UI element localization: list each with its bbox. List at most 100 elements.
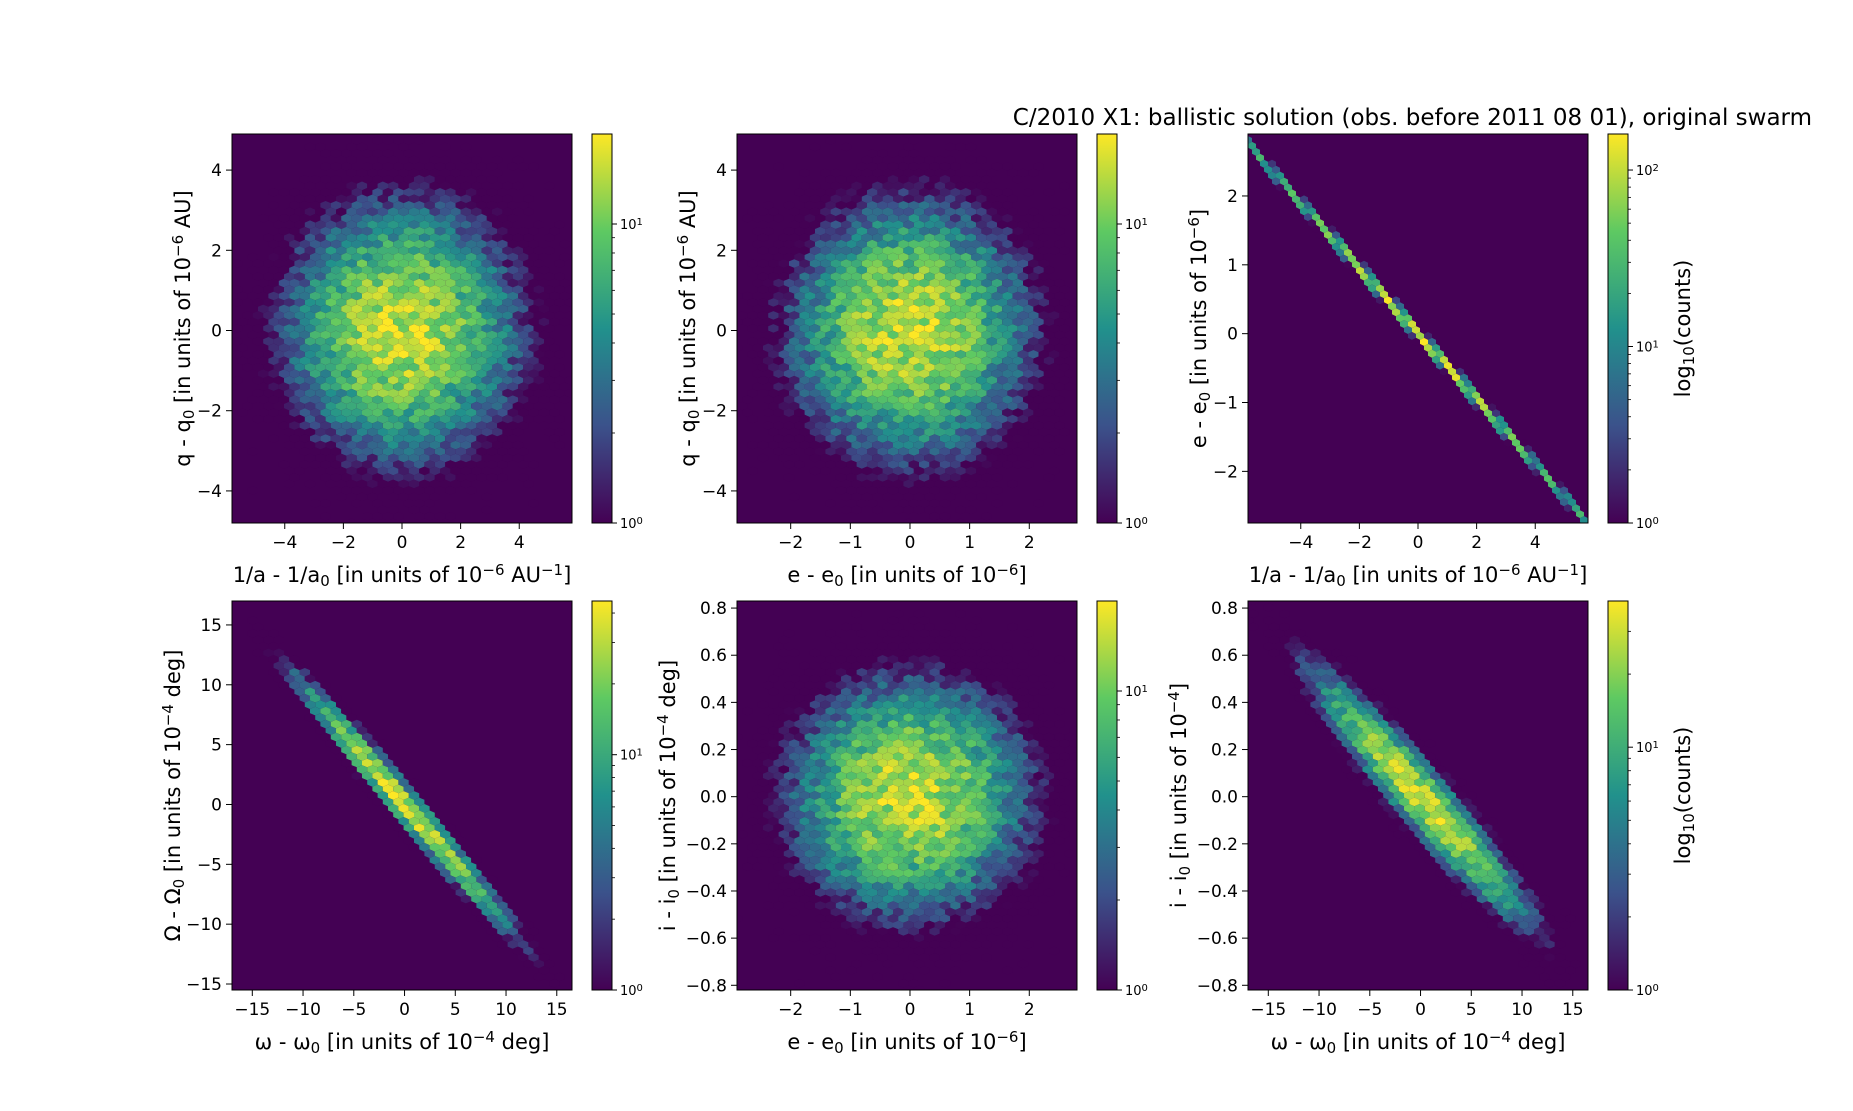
hexbin-cell — [372, 149, 383, 158]
hexbin-cell — [727, 311, 737, 320]
hexbin-cell — [393, 265, 404, 275]
hexbin-cell — [460, 298, 472, 307]
x-tick-label: −2 — [1347, 533, 1372, 553]
hexbin-cell — [1012, 447, 1023, 456]
hexbin-cell — [304, 311, 316, 320]
hexbin-cell — [1388, 771, 1399, 781]
hexbin-cell — [216, 382, 226, 391]
hexbin-cell — [1520, 438, 1528, 447]
hexbin-cell — [310, 265, 321, 275]
hexbin-cell — [934, 842, 945, 852]
hexbin-cell — [950, 901, 961, 910]
hexbin-cell — [1240, 142, 1248, 150]
hexbin-cell — [768, 791, 779, 800]
hexbin-cell — [1524, 456, 1532, 465]
hexbin-cell — [1049, 220, 1060, 229]
hexbin-cell — [424, 421, 435, 430]
hexbin-cell — [1012, 771, 1023, 781]
hexbin-cell — [388, 220, 399, 229]
hexbin-cell — [440, 414, 451, 424]
hexbin-cell — [450, 440, 461, 450]
hexbin-cell — [351, 278, 362, 288]
hexbin-cell — [778, 350, 789, 359]
hexbin-cell — [778, 427, 789, 437]
hexbin-cell — [861, 842, 873, 852]
hexbin-cell — [742, 395, 753, 404]
hexbin-cell — [445, 434, 456, 443]
hexbin-cell — [367, 752, 378, 761]
hexbin-cell — [913, 246, 925, 255]
hexbin-cell — [398, 207, 409, 217]
hexbin-cell — [247, 291, 258, 301]
hexbin-cell — [945, 168, 956, 178]
hexbin-cell — [1357, 758, 1368, 768]
hexbin-cell — [960, 317, 971, 327]
hexbin-cell — [773, 732, 784, 742]
hexbin-cell — [315, 207, 326, 217]
hexbin-cell — [815, 226, 826, 236]
hexbin-cell — [471, 324, 482, 333]
hexbin-cell — [1002, 265, 1013, 275]
hexbin-cell — [773, 706, 784, 716]
hexbin-cell — [887, 265, 899, 275]
hexbin-cell — [809, 427, 821, 437]
hexbin-cell — [476, 434, 487, 443]
hexbin-cell — [1409, 758, 1420, 768]
hexbin-cell — [299, 460, 310, 469]
hexbin-cell — [1007, 453, 1018, 463]
hexbin-cell — [841, 233, 852, 242]
hexbin-cell — [841, 894, 852, 904]
hexbin-cell — [991, 201, 1003, 210]
hexbin-cell — [356, 440, 368, 450]
hexbin-cell — [960, 927, 971, 936]
hexbin-cell — [882, 298, 893, 307]
hexbin-cell — [913, 881, 925, 891]
hexbin-cell — [460, 414, 472, 424]
hexbin-cell — [903, 168, 914, 178]
hexbin-cell — [450, 427, 461, 437]
hexbin-cell — [1264, 153, 1272, 162]
hexbin-cell — [1536, 462, 1544, 471]
hexbin-cell — [1002, 862, 1013, 871]
hexbin-cell — [1316, 231, 1324, 239]
hexbin-cell — [986, 414, 997, 424]
hexbin-cell — [804, 408, 815, 417]
hexbin-cell — [476, 213, 487, 223]
hexbin-cell — [763, 810, 774, 820]
hexbin-cell — [445, 175, 456, 184]
hexbin-cell — [414, 369, 425, 379]
hexbin-cell — [882, 959, 893, 969]
x-tick-label: −4 — [1288, 533, 1313, 553]
hexbin-cell — [278, 239, 290, 249]
hexbin-cell — [1023, 343, 1034, 353]
hexbin-cell — [330, 330, 342, 340]
hexbin-cell — [1023, 629, 1034, 638]
hexbin-cell — [773, 784, 784, 794]
hexbin-cell — [825, 447, 836, 456]
hexbin-cell — [492, 350, 503, 359]
hexbin-cell — [414, 213, 425, 223]
hexbin-cell — [763, 706, 774, 716]
hexbin-cell — [960, 175, 971, 184]
hexbin-cell — [861, 817, 873, 826]
hexbin-cell — [362, 745, 373, 755]
hexbin-cell — [1315, 706, 1326, 716]
hexbin-cell — [856, 849, 867, 858]
hexbin-cell — [976, 285, 987, 294]
hexbin-cell — [778, 713, 789, 722]
hexbin-cell — [893, 414, 904, 424]
hexbin-cell — [903, 350, 914, 359]
hexbin-cell — [789, 830, 800, 839]
hexbin-cell — [294, 220, 305, 229]
hexbin-cell — [1080, 376, 1090, 385]
hexbin-cell — [778, 830, 789, 839]
hexbin-cell — [981, 901, 992, 910]
hexbin-cell — [783, 732, 795, 742]
hexbin-cell — [356, 765, 368, 774]
colorbar-tick-label: 100 — [1125, 516, 1148, 533]
hexbin-cell — [304, 674, 316, 684]
hexbin-cell — [263, 414, 274, 424]
hexbin-cell — [1002, 888, 1013, 897]
hexbin-cell — [851, 687, 862, 696]
hexbin-cell — [783, 330, 795, 340]
